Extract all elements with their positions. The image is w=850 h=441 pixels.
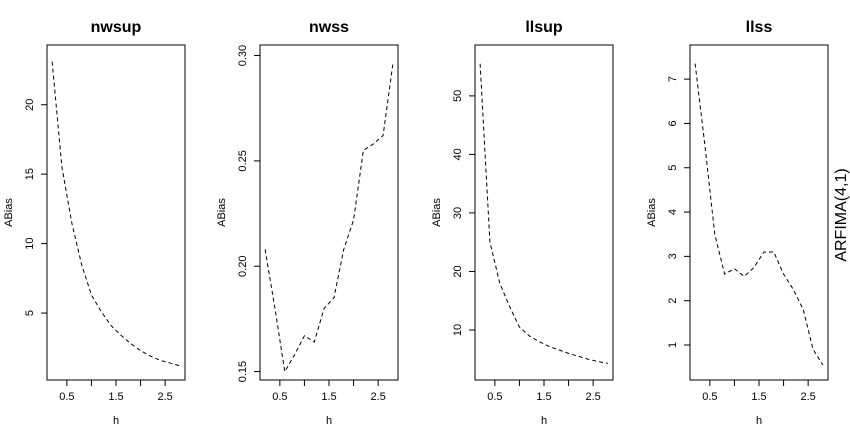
y-tick-label: 0.30 (237, 45, 249, 66)
y-axis-label: ABias (431, 198, 443, 227)
y-tick-label: 20 (452, 265, 464, 277)
x-tick-label: 1.5 (108, 391, 123, 403)
x-tick-label: 1.5 (321, 391, 336, 403)
y-tick-label: 10 (452, 324, 464, 336)
data-line (479, 63, 608, 364)
chart-title: nwsup (91, 19, 142, 36)
x-tick-label: 2.5 (157, 391, 172, 403)
x-tick-label: 1.5 (536, 391, 551, 403)
y-tick-label: 2 (667, 298, 679, 304)
x-tick-label: 2.5 (585, 391, 600, 403)
y-axis-label: ABias (646, 198, 658, 227)
y-tick-label: 10 (24, 237, 36, 249)
y-tick-label: 5 (667, 165, 679, 171)
y-tick-label: 5 (24, 310, 36, 316)
y-tick-label: 0.20 (237, 256, 249, 277)
y-axis-label: ABias (216, 198, 228, 227)
x-tick-label: 2.5 (370, 391, 385, 403)
y-tick-label: 50 (452, 90, 464, 102)
chart-title: llss (746, 19, 773, 36)
x-tick-label: 0.5 (59, 391, 74, 403)
chart-title: llsup (525, 19, 563, 36)
y-tick-label: 0.15 (237, 361, 249, 382)
x-tick-label: 1.5 (751, 391, 766, 403)
data-line (51, 61, 181, 367)
y-tick-label: 20 (24, 99, 36, 111)
y-tick-label: 7 (667, 76, 679, 82)
data-line (694, 63, 824, 366)
x-tick-label: 2.5 (800, 391, 815, 403)
y-tick-label: 1 (667, 342, 679, 348)
y-tick-label: 40 (452, 148, 464, 160)
y-axis-label: ABias (3, 198, 15, 227)
x-tick-label: 0.5 (487, 391, 502, 403)
y-tick-label: 4 (667, 209, 679, 215)
x-tick-label: 0.5 (272, 391, 287, 403)
y-tick-label: 0.25 (237, 150, 249, 171)
x-tick-label: 0.5 (702, 391, 717, 403)
x-axis-label: h (756, 415, 762, 427)
y-tick-label: 3 (667, 253, 679, 259)
x-axis-label: h (541, 415, 547, 427)
y-tick-label: 6 (667, 120, 679, 126)
y-tick-label: 15 (24, 168, 36, 180)
side-label: ARFIMA(4,1) (833, 168, 850, 261)
x-axis-label: h (326, 415, 332, 427)
x-axis-label: h (113, 415, 119, 427)
data-line (264, 63, 394, 374)
y-tick-label: 30 (452, 207, 464, 219)
chart-title: nwss (309, 19, 349, 36)
